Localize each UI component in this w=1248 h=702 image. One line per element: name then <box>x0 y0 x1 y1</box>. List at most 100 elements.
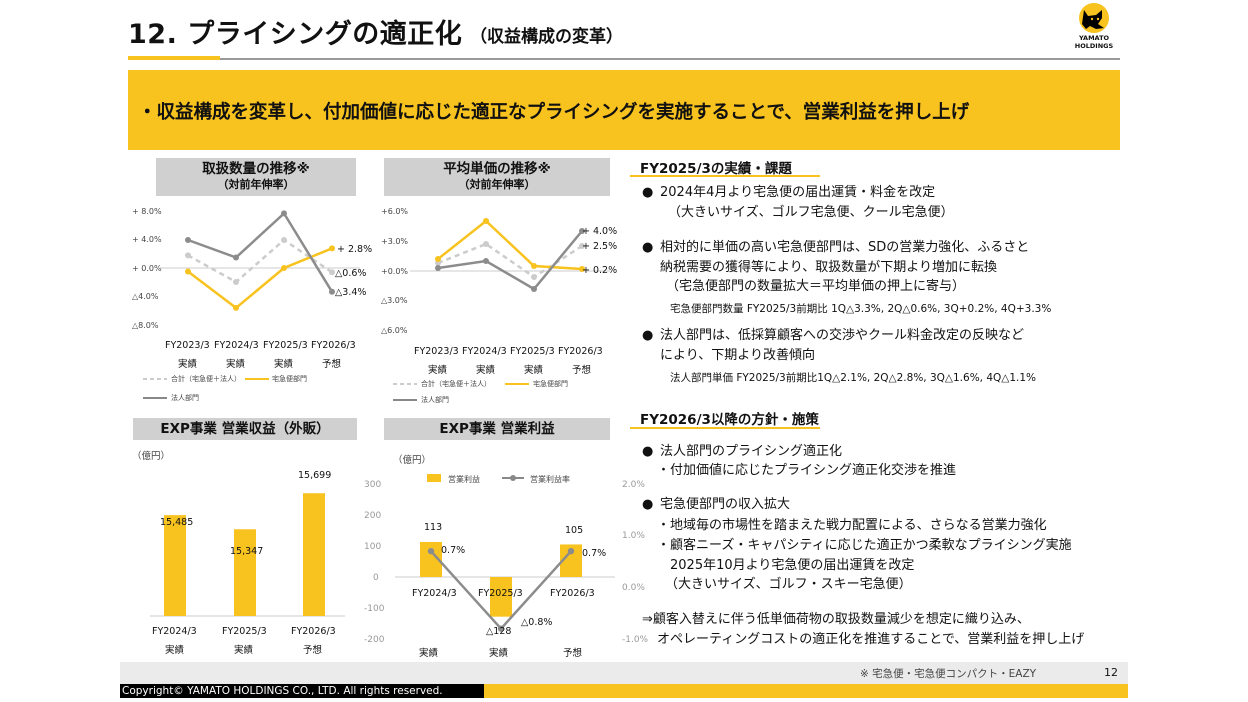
vol-legend-swatches <box>143 378 167 399</box>
conclusion-line: オペレーティングコストの適正化を推進することで、営業利益を押し上げ <box>657 632 1085 647</box>
profit-legend-swatch <box>502 475 524 481</box>
series-line <box>437 242 583 279</box>
bullet-line: 相対的に単価の高い宅急便部門は、SDの営業力強化、ふるさと <box>660 240 1030 255</box>
bullet-marker: ● <box>642 185 654 200</box>
profit-plot-area <box>420 541 582 632</box>
bullet-line: ・地域毎の市場性を踏まえた戦力配置による、さらなる営業力強化 <box>657 518 1047 533</box>
bullet-marker: ● <box>642 497 654 512</box>
series-line <box>187 211 334 293</box>
price-legend-item: 合計（宅急便＋法人） <box>421 380 491 388</box>
vol-legend-item: 合計（宅急便＋法人） <box>171 375 241 383</box>
series-line <box>187 238 333 284</box>
data-point <box>329 288 335 295</box>
bullet-line: 2025年10月より宅急便の届出運賃を改定 <box>670 558 915 573</box>
series-line <box>187 247 333 310</box>
profit-ytick: -200 <box>364 635 385 645</box>
price-ytick: +6.0% <box>381 207 409 216</box>
profit-bar <box>420 541 442 577</box>
data-point <box>281 237 287 243</box>
bullet-marker: ● <box>642 328 654 343</box>
data-point <box>281 210 287 217</box>
price-legend-swatches <box>393 383 417 401</box>
copyright: Copyright© YAMATO HOLDINGS CO., LTD. All… <box>122 685 443 697</box>
vol-xlabel: FY2026/3 <box>311 340 356 351</box>
data-point <box>579 228 585 234</box>
profit-ytick: -100 <box>364 604 385 614</box>
revenue-unit: （億円） <box>132 451 171 462</box>
bullet-line: 法人部門のプライシング適正化 <box>660 444 843 459</box>
vol-ytick: + 8.0% <box>132 207 162 216</box>
footnote: ※ 宅急便・宅急便コンパクト・EAZY <box>860 668 1037 680</box>
price-xlabel2: 実績 <box>476 365 496 376</box>
page-subtitle: （収益構成の変革） <box>470 27 623 47</box>
data-point <box>329 245 335 252</box>
profit-xlabel2: 実績 <box>489 648 509 659</box>
vol-end-label: △3.4% <box>335 287 367 298</box>
profit-rate-label: 0.7% <box>582 548 607 559</box>
vol-ytick: + 4.0% <box>132 235 162 244</box>
revenue-bar <box>303 493 325 616</box>
vol-ytick: + 0.0% <box>132 264 162 273</box>
profit-rate-label: △0.8% <box>521 617 553 628</box>
profit-legend-item: 営業利益 <box>448 475 480 484</box>
price-chart-header: 平均単価の推移※ （対前年伸率） <box>384 158 610 196</box>
data-point <box>233 254 239 261</box>
bullet-line: （宅急便部門の数量拡大＝平均単価の押上に寄与） <box>666 279 966 294</box>
volume-chart-header: 取扱数量の推移※ （対前年伸率） <box>156 158 356 196</box>
price-xlabel2: 予想 <box>572 365 592 376</box>
vol-end-label: △0.6% <box>335 268 367 279</box>
data-point <box>483 258 489 264</box>
volume-chart-title: 取扱数量の推移※ <box>202 161 310 177</box>
vol-xlabel2: 予想 <box>322 359 342 370</box>
profit-bar-label: 113 <box>424 522 443 533</box>
data-point <box>483 241 489 247</box>
bullet-line: （大きいサイズ、ゴルフ宅急便、クール宅急便） <box>668 205 954 220</box>
profit-xlabel2: 予想 <box>563 648 583 659</box>
bullet-line: 納税需要の獲得等により、取扱数量が下期より増加に転換 <box>660 260 997 275</box>
profit-ytick: 0 <box>373 573 379 583</box>
footer-bar-accent <box>484 684 1128 698</box>
data-point <box>579 243 585 249</box>
vol-xlabel: FY2024/3 <box>214 340 259 351</box>
section-underline <box>630 175 820 177</box>
rev-xlabel2: 実績 <box>165 645 185 656</box>
bullet-detail: 宅急便部門数量 FY2025/3前期比 1Q△3.3%, 2Q△0.6%, 3Q… <box>670 303 1052 315</box>
profit-bar <box>490 577 512 617</box>
black-cat-icon <box>1062 2 1126 52</box>
footer-band <box>120 662 1128 684</box>
price-ytick: +0.0% <box>381 267 409 276</box>
bullet-line: 2024年4月より宅急便の届出運賃・料金を改定 <box>660 185 936 200</box>
rev-bar-label: 15,699 <box>298 470 332 481</box>
profit-ytick: 100 <box>364 542 382 552</box>
rev-bar-label: 15,485 <box>160 517 194 528</box>
revenue-bar-chart <box>150 493 345 617</box>
data-point <box>233 279 239 285</box>
profit-ytick: 200 <box>364 511 382 521</box>
price-ytick: △3.0% <box>381 296 408 305</box>
price-legend-swatch <box>505 383 529 385</box>
volume-chart-subtitle: （対前年伸率） <box>217 178 295 191</box>
rev-xlabel: FY2026/3 <box>291 626 336 637</box>
conclusion-line: ⇒顧客入替えに伴う低単価荷物の取扱数量減少を想定に織り込み、 <box>642 612 1030 627</box>
profit-bar-label: 105 <box>565 525 584 536</box>
vol-end-label: + 2.8% <box>337 244 373 255</box>
price-ytick: △6.0% <box>381 326 408 335</box>
key-message-banner <box>128 70 1120 150</box>
section-underline <box>630 427 820 429</box>
price-line-chart <box>410 218 610 292</box>
data-point <box>185 252 191 259</box>
data-point <box>483 218 489 224</box>
profit-combo-chart <box>395 541 615 632</box>
vol-legend-item: 宅急便部門 <box>272 375 307 383</box>
data-point <box>185 268 191 275</box>
logo-line2: HOLDINGS <box>1074 42 1114 50</box>
vol-plot-area <box>185 210 335 311</box>
data-point <box>435 256 441 262</box>
profit-ytick-right: 0.0% <box>622 583 645 593</box>
data-point <box>233 304 239 311</box>
title-accent <box>128 56 220 60</box>
profit-chart-title: EXP事業 営業利益 <box>384 418 610 440</box>
profit-rate-point <box>567 547 575 555</box>
profit-unit: （億円） <box>393 455 432 466</box>
bullet-line: 法人部門は、低採算顧客への交渉やクール料金改定の反映など <box>660 328 1025 343</box>
